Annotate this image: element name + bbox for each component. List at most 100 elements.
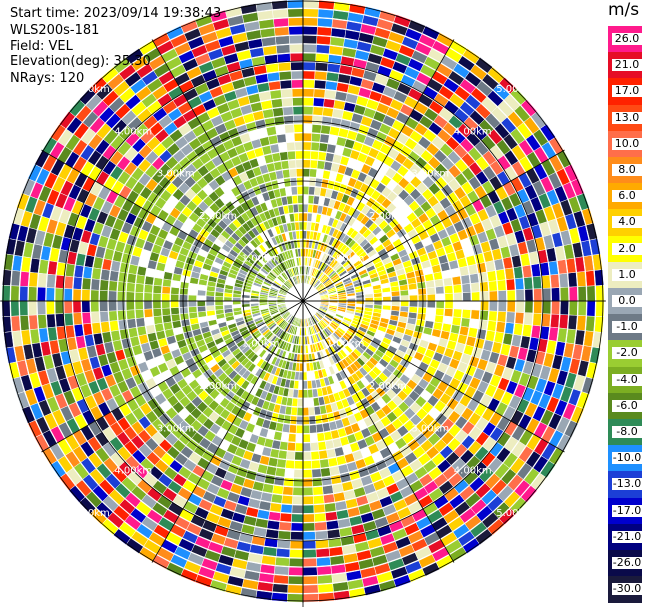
range-gate [343, 316, 353, 323]
range-gate [519, 335, 531, 350]
range-gate [253, 64, 268, 76]
range-gate [568, 300, 578, 316]
range-gate [514, 311, 525, 325]
range-gate [126, 273, 137, 284]
range-gate [336, 509, 350, 520]
range-gate [267, 457, 279, 468]
colorbar-label: -13.0 [612, 477, 642, 491]
range-gate [292, 276, 297, 286]
range-ring-label: 3.00km [157, 423, 195, 434]
range-gate [326, 528, 341, 539]
range-gate [280, 272, 288, 281]
range-gate [302, 469, 313, 479]
range-gate [214, 256, 225, 266]
range-gate [321, 224, 328, 234]
range-gate [29, 328, 41, 345]
range-gate [108, 300, 117, 312]
range-gate [491, 341, 503, 355]
range-gate [112, 250, 124, 263]
range-gate [171, 320, 182, 329]
range-gate [374, 243, 385, 253]
range-gate [320, 340, 328, 350]
range-gate [418, 294, 427, 302]
range-gate [325, 511, 338, 522]
range-gate [524, 288, 534, 302]
range-gate [275, 44, 291, 54]
range-gate [331, 483, 344, 494]
range-gate [321, 233, 329, 244]
range-gate [285, 313, 293, 322]
range-gate [314, 530, 329, 540]
range-gate [325, 520, 340, 531]
range-gate [424, 320, 435, 329]
range-gate [295, 159, 304, 169]
range-gate [302, 70, 316, 80]
range-gate [272, 8, 289, 19]
range-gate [298, 221, 304, 231]
range-gate [312, 115, 323, 125]
range-gate [488, 310, 498, 322]
range-gate [99, 290, 109, 302]
range-gate [550, 273, 560, 289]
range-ring-label: 5.00km [72, 508, 110, 519]
range-gate [291, 397, 299, 407]
range-gate [523, 276, 534, 290]
range-gate [364, 300, 374, 305]
range-gate [72, 276, 83, 290]
range-gate [328, 45, 344, 56]
range-gate [334, 500, 348, 512]
range-gate [19, 315, 30, 331]
range-gate [209, 388, 221, 400]
range-gate [585, 270, 596, 287]
range-gate [486, 270, 497, 282]
colorbar-label: -1.0 [612, 321, 642, 334]
range-gate [302, 221, 308, 231]
range-gate [275, 548, 291, 558]
range-gate [90, 289, 100, 302]
range-gate [339, 118, 352, 130]
range-gate [188, 300, 197, 308]
range-gate [81, 311, 92, 325]
range-gate [259, 302, 268, 306]
range-gate [469, 273, 480, 284]
range-gate [328, 293, 338, 298]
range-gate [262, 483, 275, 494]
range-gate [302, 504, 315, 514]
range-gate [306, 230, 311, 240]
range-gate [558, 314, 569, 330]
range-gate [293, 460, 304, 470]
range-gate [302, 371, 308, 381]
range-gate [326, 325, 335, 334]
range-gate [302, 115, 313, 124]
range-gate [109, 270, 120, 282]
range-gate [513, 323, 524, 336]
range-gate [108, 280, 118, 292]
range-gate [284, 406, 293, 416]
range-gate [311, 459, 321, 469]
range-gate [100, 268, 111, 281]
range-gate [90, 311, 101, 324]
range-gate [424, 273, 435, 282]
range-gate [322, 317, 331, 325]
range-gate [325, 71, 340, 82]
range-gate [143, 308, 154, 318]
range-gate [451, 275, 462, 286]
range-gate [314, 62, 329, 72]
range-gate [125, 291, 135, 302]
range-gate [515, 289, 525, 302]
range-gate [339, 348, 348, 359]
range-gate [99, 310, 109, 323]
range-gate [478, 271, 488, 283]
range-gate [272, 107, 284, 118]
range-gate [45, 300, 55, 315]
range-gate [329, 555, 345, 566]
range-gate [19, 300, 29, 317]
range-gate [290, 70, 304, 80]
range-gate [316, 26, 332, 37]
range-gate [302, 540, 317, 550]
range-gate [258, 500, 272, 512]
range-gate [334, 446, 345, 457]
range-gate [161, 300, 171, 309]
field-text: Field: VEL [10, 39, 73, 54]
range-gate [272, 583, 289, 594]
